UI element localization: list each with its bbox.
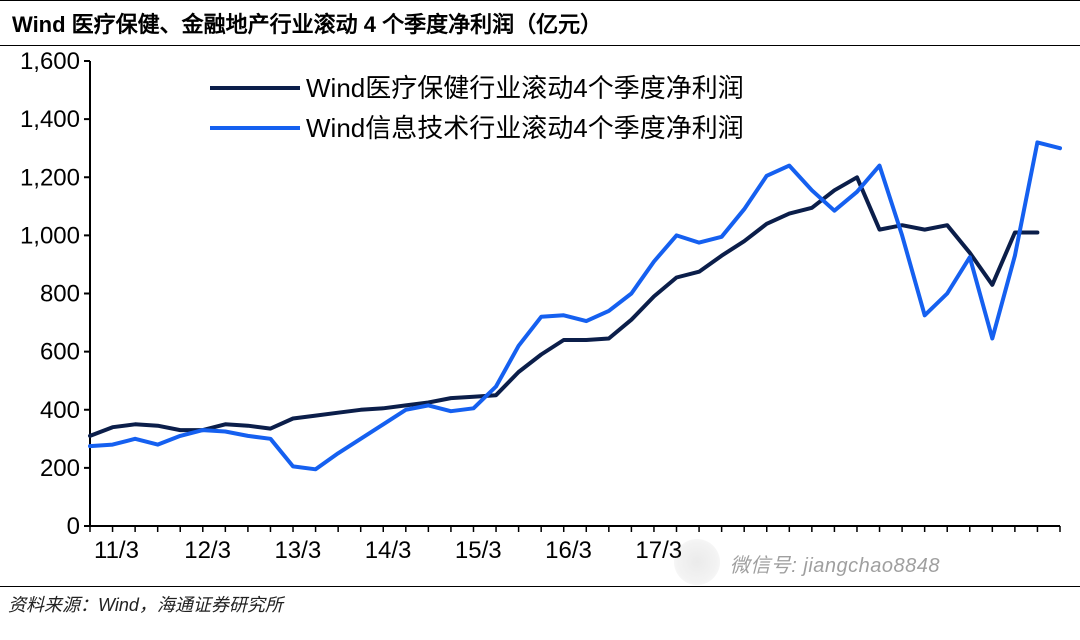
svg-text:600: 600: [40, 339, 80, 366]
svg-text:400: 400: [40, 397, 80, 424]
svg-text:Wind信息技术行业滚动4个季度净利润: Wind信息技术行业滚动4个季度净利润: [306, 113, 744, 143]
svg-text:14/3: 14/3: [365, 537, 412, 564]
chart-container: Wind 医疗保健、金融地产行业滚动 4 个季度净利润（亿元） 0 200 400 6…: [0, 0, 1080, 640]
svg-text:16/3: 16/3: [545, 537, 592, 564]
svg-text:1,400: 1,400: [20, 106, 80, 133]
svg-text:0: 0: [67, 513, 80, 540]
svg-text:200: 200: [40, 455, 80, 482]
svg-text:1,600: 1,600: [20, 48, 80, 75]
chart-source-footer: 资料来源：Wind，海通证券研究所: [0, 586, 1080, 621]
chart-title: Wind 医疗保健、金融地产行业滚动 4 个季度净利润（亿元）: [0, 0, 1080, 46]
svg-text:1,000: 1,000: [20, 222, 80, 249]
svg-text:1,200: 1,200: [20, 164, 80, 191]
svg-text:Wind医疗保健行业滚动4个季度净利润: Wind医疗保健行业滚动4个季度净利润: [306, 73, 744, 103]
chart-area: 0 200 400 600 800 1,000 1,200 1,400 1,600 11/3 12/…: [0, 46, 1080, 586]
svg-text:15/3: 15/3: [455, 537, 502, 564]
wechat-watermark-icon: [674, 539, 720, 585]
wechat-watermark-text: 微信号: jiangchao8848: [730, 549, 940, 578]
svg-text:13/3: 13/3: [274, 537, 321, 564]
svg-text:11/3: 11/3: [94, 537, 139, 564]
svg-text:12/3: 12/3: [184, 537, 231, 564]
svg-text:800: 800: [40, 281, 80, 308]
line-chart: 0 200 400 600 800 1,000 1,200 1,400 1,600 11/3 12/…: [0, 46, 1080, 586]
